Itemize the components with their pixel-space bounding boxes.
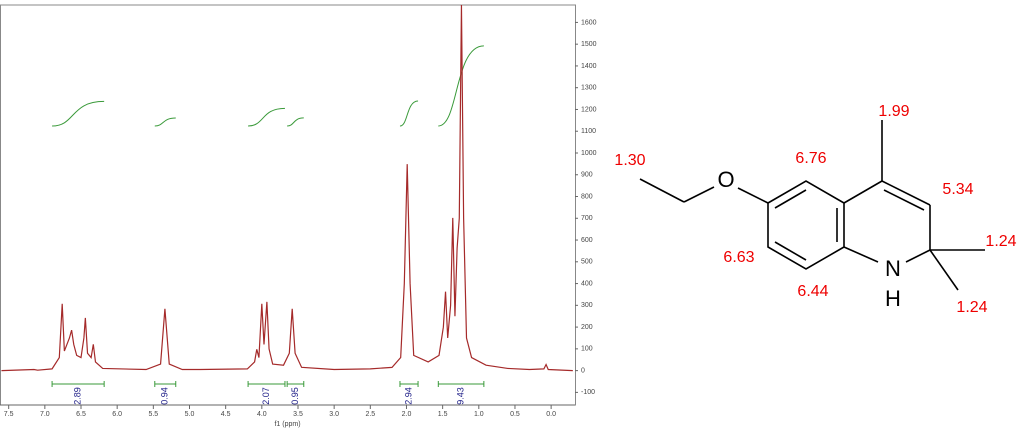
- x-tick-label: 5.0: [185, 411, 195, 418]
- double-bond: [883, 189, 925, 211]
- y-tick-label: 1000: [581, 150, 597, 157]
- integral-curve: [438, 45, 484, 127]
- atom-label: O: [717, 167, 734, 192]
- integral-label: 2.07: [261, 387, 271, 405]
- y-tick-label: 100: [581, 346, 593, 353]
- x-tick-label: 6.5: [76, 411, 86, 418]
- x-axis-label: f1 (ppm): [274, 421, 300, 428]
- y-tick-label: 1400: [581, 63, 597, 70]
- x-tick-label: 2.0: [402, 411, 412, 418]
- shift-label: 1.99: [878, 103, 909, 120]
- benzene-ring: [767, 180, 845, 270]
- y-tick-label: -100: [581, 389, 595, 396]
- x-tick-label: 4.0: [257, 411, 267, 418]
- integral-label: 2.94: [403, 387, 413, 405]
- x-tick-label: 3.0: [329, 411, 339, 418]
- bond: [905, 249, 931, 263]
- y-tick-label: 500: [581, 259, 593, 266]
- bond: [843, 180, 883, 204]
- methyl-bond: [929, 249, 959, 291]
- shift-label: 6.44: [797, 283, 828, 300]
- shift-label: 1.24: [985, 233, 1016, 250]
- shift-label: 6.63: [723, 249, 754, 266]
- bond: [843, 246, 879, 263]
- y-tick-label: 200: [581, 324, 593, 331]
- integral-curve: [52, 100, 105, 127]
- y-tick-label: 700: [581, 215, 593, 222]
- shift-label: 1.24: [956, 299, 987, 316]
- atom-label: N: [885, 256, 901, 281]
- atom-label: H: [885, 286, 901, 311]
- molecule: O N H 1.30 6.76 1.99 5.34 1.24 1.24 6.63…: [614, 103, 1016, 316]
- y-tick-label: 0: [581, 367, 585, 374]
- y-tick-label: 800: [581, 193, 593, 200]
- x-tick-label: 3.5: [293, 411, 303, 418]
- y-tick-label: 1200: [581, 106, 597, 113]
- spectrum-chart: -100 0 100 200 300 400 500 600 700 800 900 1000 1100…: [0, 4, 597, 428]
- x-tick-label: 2.5: [365, 411, 375, 418]
- x-tick-label: 5.5: [148, 411, 158, 418]
- shift-label: 5.34: [942, 181, 973, 198]
- integral-label: 2.89: [72, 387, 82, 405]
- x-tick-label: 0.0: [546, 411, 556, 418]
- y-tick-label: 1300: [581, 85, 597, 92]
- x-tick-label: 1.5: [438, 411, 448, 418]
- shift-label: 1.30: [614, 152, 645, 169]
- y-tick-label: 900: [581, 172, 593, 179]
- integral-curve: [287, 117, 304, 127]
- x-tick-label: 7.5: [4, 411, 14, 418]
- bond: [683, 186, 715, 203]
- integral-label: 0.94: [160, 387, 170, 405]
- bond: [881, 180, 931, 206]
- shift-label: 6.76: [795, 150, 826, 167]
- y-tick-label: 1600: [581, 19, 597, 26]
- x-tick-label: 7.0: [40, 411, 50, 418]
- bond: [737, 187, 769, 204]
- double-bond: [774, 189, 807, 209]
- spectrum-line: [1, 5, 573, 372]
- integral-label: 0.95: [290, 387, 300, 405]
- double-bond: [774, 241, 807, 261]
- integral-curve: [154, 117, 176, 127]
- y-tick-label: 1100: [581, 128, 596, 135]
- x-tick-label: 1.0: [474, 411, 484, 418]
- x-tick-label: 6.0: [112, 411, 122, 418]
- bond: [639, 178, 685, 203]
- integral-curve: [399, 100, 419, 127]
- y-tick-label: 300: [581, 302, 593, 309]
- x-tick-label: 4.5: [221, 411, 231, 418]
- y-tick-label: 400: [581, 280, 593, 287]
- integral-label: 9.43: [455, 387, 465, 405]
- y-tick-label: 1500: [581, 41, 597, 48]
- x-tick-label: 0.5: [510, 411, 520, 418]
- y-tick-label: 600: [581, 237, 593, 244]
- integral-curve: [248, 107, 285, 127]
